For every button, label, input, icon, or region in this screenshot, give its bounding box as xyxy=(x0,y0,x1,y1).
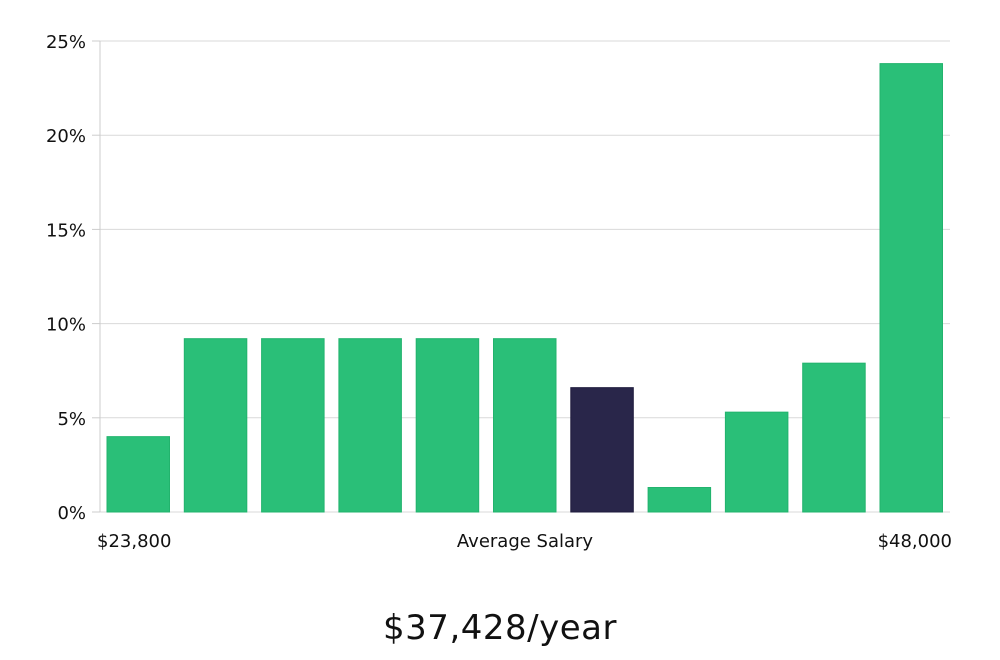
y-tick-label: 10% xyxy=(46,315,86,336)
bar xyxy=(415,338,480,513)
x-axis-min-label: $23,800 xyxy=(97,531,171,552)
bar xyxy=(802,362,866,513)
y-tick-label: 25% xyxy=(46,32,86,53)
y-tick-label: 5% xyxy=(57,409,86,430)
x-axis-max-label: $48,000 xyxy=(878,531,952,552)
average-salary-value: $37,428/year xyxy=(383,608,617,648)
bar xyxy=(261,338,325,513)
y-axis-ticks: 0% 5% 10% 15% 20% 25% xyxy=(46,32,100,524)
y-tick-label: 20% xyxy=(46,126,86,147)
y-tick-label: 15% xyxy=(46,220,86,241)
bar xyxy=(724,411,789,513)
bar xyxy=(493,338,557,513)
bar xyxy=(338,338,402,513)
bar xyxy=(647,487,712,513)
y-tick-label: 0% xyxy=(57,503,86,524)
bars xyxy=(106,63,943,513)
x-axis-title: Average Salary xyxy=(457,531,594,552)
bar xyxy=(106,436,170,513)
bar-highlighted xyxy=(570,387,634,513)
bar xyxy=(183,338,248,513)
bar xyxy=(879,63,943,513)
salary-distribution-chart: 0%5%10%15%20%25% $23,800 Average Salary … xyxy=(46,32,952,552)
